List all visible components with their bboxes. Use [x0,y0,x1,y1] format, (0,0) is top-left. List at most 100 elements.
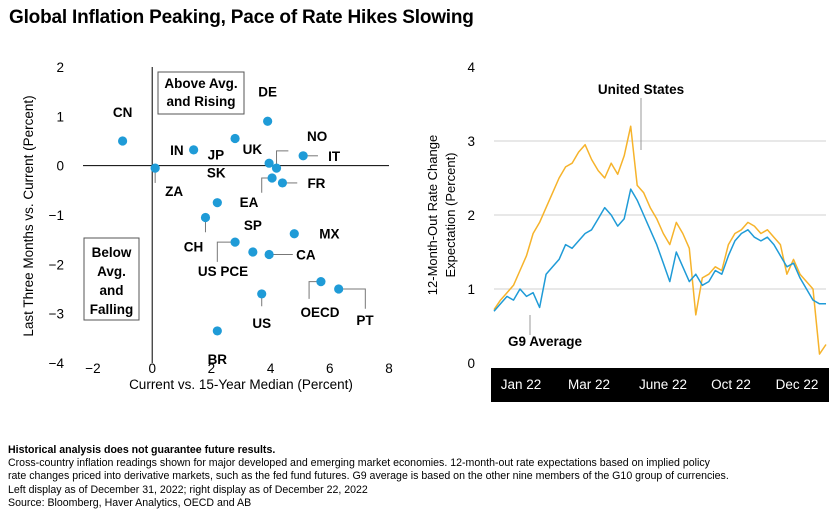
line-chart-y-ticks: 4 3 2 1 0 [467,60,475,371]
footer: Historical analysis does not guarantee f… [8,444,836,510]
scatter-y-tick-label: −1 [49,208,64,223]
scatter-point-mx [289,229,299,239]
line-series-united-states [493,125,827,355]
scatter-point-fr [277,178,288,188]
scatter-x-tick-label: 0 [148,361,156,376]
scatter-x-tick-label: 6 [326,361,334,376]
lower-quadrant-box [83,237,140,321]
scatter-point-label: BR [208,352,228,367]
scatter-y-tick-label: −4 [49,356,65,371]
page-title: Global Inflation Peaking, Pace of Rate H… [9,7,474,28]
scatter-y-tick-label: 0 [56,159,64,174]
scatter-point-label: US [252,316,271,331]
line-chart-y-tick-label: 2 [467,208,475,223]
line-chart-x-ticks: Jan 22 Mar 22 June 22 Oct 22 Dec 22 [501,377,819,392]
scatter-y-tick-label: −3 [49,307,64,322]
scatter-point-label: JP [208,148,225,163]
line-chart-y-axis-title-line1: 12-Month-Out Rate Change [425,135,440,295]
scatter-ticks: −2 0 2 4 6 8 2 1 0 −1 −2 −3 −4 [49,60,393,376]
footnote-line-3: Left display as of December 31, 2022; ri… [8,483,368,496]
scatter-point-label: CH [184,239,204,254]
lower-quadrant-label-line: Below [92,245,132,260]
scatter-point-label: MX [319,227,339,242]
scatter-x-tick-label: 2 [208,361,216,376]
disclaimer: Historical analysis does not guarantee f… [8,444,276,456]
scatter-point-ch [200,212,211,223]
scatter-point-label: US PCE [198,264,248,279]
scatter-y-tick-label: 1 [56,109,64,124]
line-chart-x-tick-label: Oct 22 [711,377,751,392]
scatter-point-label: CN [113,105,133,120]
scatter-x-tick-label: −2 [85,361,100,376]
lower-quadrant-label-line: Falling [90,302,134,317]
upper-quadrant-label-line1: Above Avg. [164,76,237,91]
upper-quadrant-label-line2: and Rising [166,94,235,109]
line-chart-x-tick-label: Jan 22 [501,377,542,392]
line-chart-x-tick-label: Dec 22 [776,377,819,392]
upper-quadrant-box [157,71,245,115]
line-chart-x-tick-label: June 22 [639,377,687,392]
scatter-point-us [257,289,267,299]
lower-quadrant-label-line: Avg. [97,264,126,279]
scatter-point-sp [248,247,258,257]
scatter-point-jp [230,133,240,144]
scatter-x-tick-label: 8 [385,361,393,376]
scatter-point-de [263,116,273,126]
footnote-line-2: rate changes priced into derivative mark… [8,470,729,483]
scatter-point-label: IT [328,149,341,164]
scatter-point-no [271,163,282,173]
scatter-y-tick-label: −2 [49,257,64,272]
line-chart: 4 3 2 1 0 Jan 22 Mar 22 June 22 Oct 22 Dec 22 Un… [425,60,829,402]
scatter-point-label: ZA [165,184,183,199]
line-chart-y-tick-label: 0 [467,356,475,371]
scatter-point-ca [264,249,274,260]
line-chart-y-axis-title-line2: Expectation (Percent) [443,152,458,277]
series-label-g9-average: G9 Average [508,334,583,349]
scatter-y-axis-title: Last Three Months vs. Current (Percent) [21,95,36,336]
scatter-point-label: IN [170,143,184,158]
line-chart-x-tick-label: Mar 22 [568,377,610,392]
time-axis-bar [491,368,829,402]
scatter-point-label: PT [356,313,374,328]
footnote-line-1: Cross-country inflation readings shown f… [8,457,710,470]
scatter-point-oecd [316,277,326,287]
lower-quadrant-label-line: and [99,283,123,298]
scatter-points [118,116,344,336]
scatter-point-label: SK [207,166,226,181]
scatter-point-label: UK [243,142,263,157]
scatter-point-us-pce [230,237,240,247]
scatter-point-in [189,145,199,155]
line-chart-y-tick-label: 4 [467,60,475,75]
line-chart-y-tick-label: 1 [467,282,475,297]
scatter-point-label: CA [296,247,316,262]
scatter-point-it [298,151,308,161]
scatter-point-za [150,163,160,173]
series-label-united-states: United States [598,82,684,97]
scatter-point-br [212,326,222,336]
scatter-quadrant-labels: Above Avg. and Rising Below Avg. and Falling [83,71,245,321]
scatter-point-label: DE [258,84,277,99]
scatter-point-cn [118,136,128,146]
scatter-x-axis-title: Current vs. 15-Year Median (Percent) [129,377,353,392]
source-line: Source: Bloomberg, Haver Analytics, OECD… [8,496,252,509]
scatter-point-label: FR [307,176,325,191]
line-chart-series-labels: United States G9 Average [508,82,684,349]
scatter-point-ea [267,173,277,183]
scatter-point-label: EA [240,195,259,210]
leader-line [276,150,289,169]
line-chart-gridlines [494,140,826,290]
leader-line [216,241,236,262]
scatter-point-uk [264,158,274,168]
scatter-chart: −2 0 2 4 6 8 2 1 0 −1 −2 −3 −4 Above Avg. and Rising B… [21,60,393,392]
line-series-g9-average [493,188,826,312]
scatter-point-label: SP [244,218,262,233]
leader-line [338,288,366,309]
charts-area: −2 0 2 4 6 8 2 1 0 −1 −2 −3 −4 Above Avg. and Rising B… [21,60,829,402]
line-chart-y-tick-label: 3 [467,134,475,149]
line-chart-series [493,125,827,355]
scatter-y-tick-label: 2 [56,60,64,75]
scatter-x-tick-label: 4 [267,361,275,376]
scatter-axes [83,67,389,363]
scatter-point-sk [212,198,222,208]
